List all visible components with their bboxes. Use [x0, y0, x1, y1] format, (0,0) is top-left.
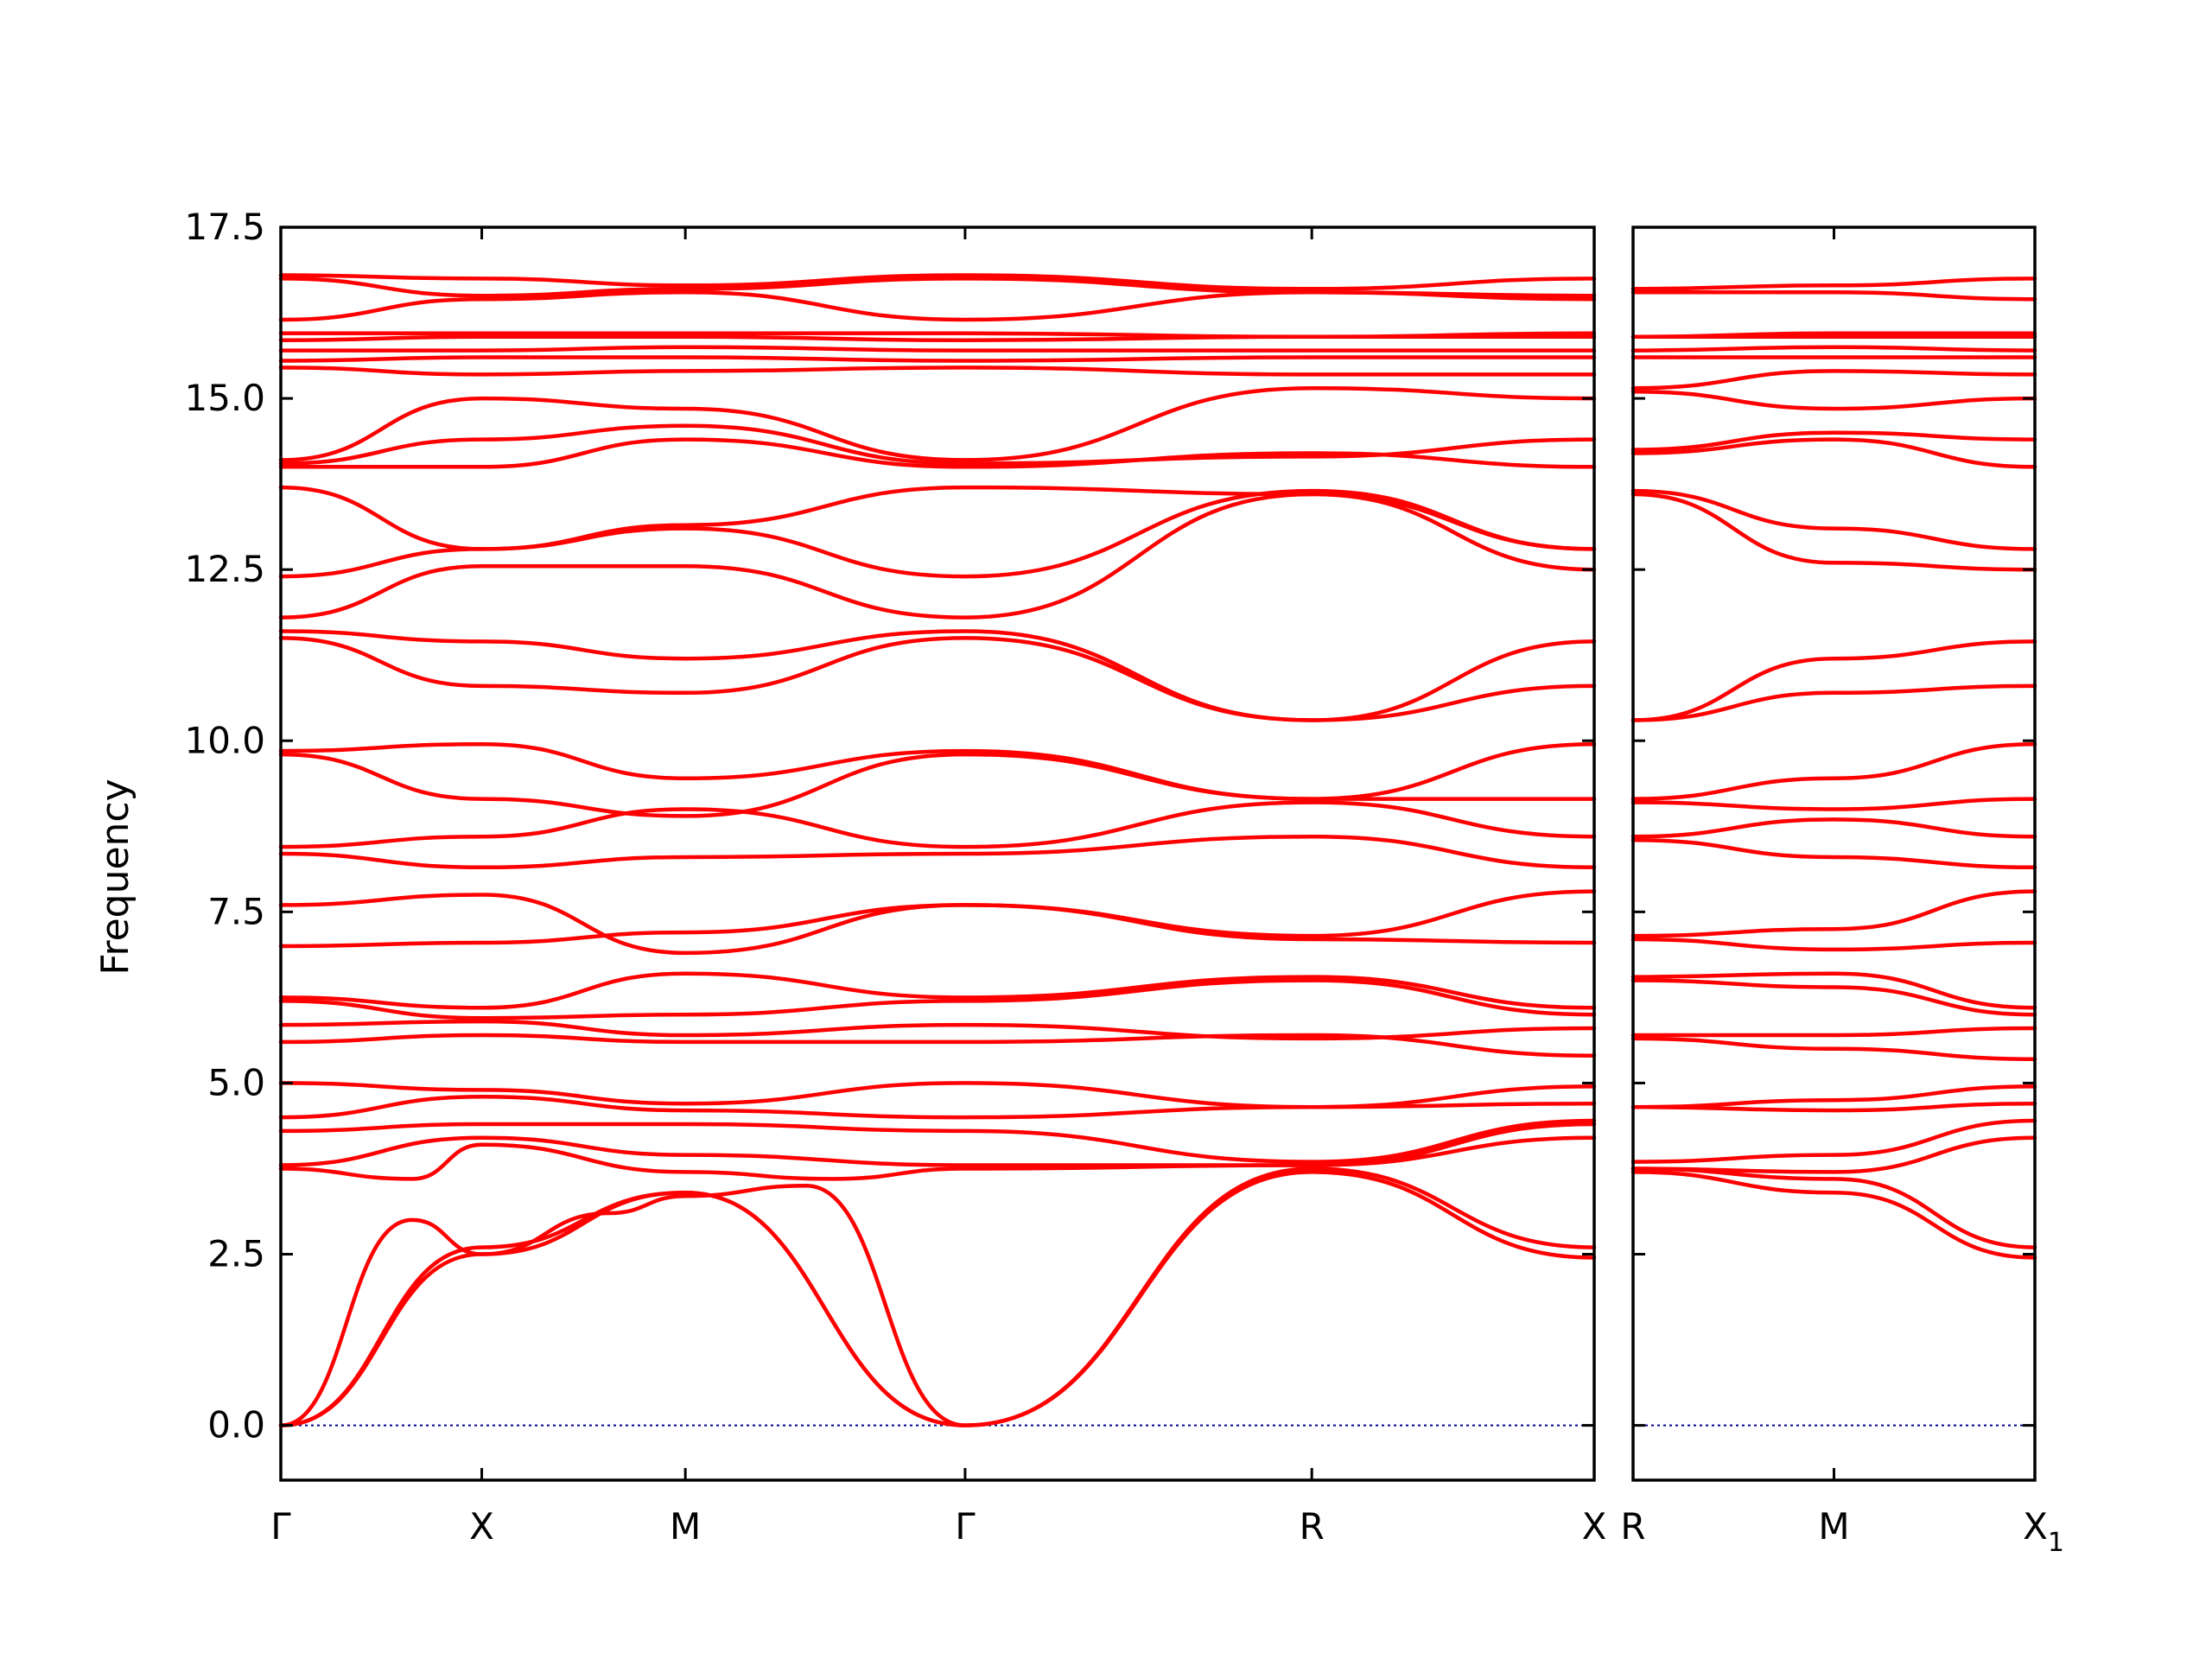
band-1-17: [278, 752, 1597, 818]
y-tick-label: 5.0: [207, 1061, 265, 1103]
band-1-26: [278, 385, 1597, 462]
band-2-30: [1630, 276, 2037, 291]
y-tick-label: 7.5: [207, 890, 265, 932]
band-2-13: [1630, 837, 2037, 870]
band-2-14: [1630, 817, 2037, 839]
band-1-21: [278, 492, 1597, 620]
y-tick-label: 17.5: [184, 206, 265, 248]
band-2-16: [1630, 741, 2037, 801]
band-2-7: [1630, 1036, 2037, 1061]
band-2-1: [1630, 1170, 2037, 1260]
band-2-20: [1630, 488, 2037, 551]
band-1-7: [278, 1095, 1597, 1120]
band-2-11: [1630, 937, 2037, 952]
band-1-12: [278, 971, 1597, 1010]
band-2-23: [1630, 389, 2037, 411]
band-1-2: [278, 1170, 1597, 1427]
panel-1: 0.0 2.5 5.0 7.5 10.0 12.5 15.0 17.5 Γ X M Γ R X: [184, 206, 1606, 1548]
plot-panels: 0.02.55.07.510.012.515.017.5Γ X M Γ R X R M X1: [184, 206, 2063, 1558]
band-1-13: [278, 903, 1597, 949]
band-1-10: [278, 1019, 1597, 1041]
band-1-31: [278, 331, 1597, 340]
band-1-34: [278, 273, 1597, 291]
band-1-14: [278, 889, 1597, 956]
band-2-17: [1630, 683, 2037, 722]
band-2-10: [1630, 971, 2037, 1010]
band-2-3: [1630, 1135, 2037, 1174]
x-tick-label: R: [1300, 1505, 1325, 1548]
band-1-25: [278, 423, 1597, 466]
band-2-9: [1630, 978, 2037, 1017]
y-tick-label: 15.0: [184, 377, 265, 419]
band-2-26: [1630, 345, 2037, 353]
band-2-5: [1630, 1101, 2037, 1113]
band-1-8: [278, 1081, 1597, 1109]
band-2-28: [1630, 331, 2037, 340]
band-1-15: [278, 834, 1597, 870]
x-tick-label: M: [670, 1505, 701, 1548]
band-2-6: [1630, 1084, 2037, 1109]
band-2-29: [1630, 290, 2037, 302]
band-1-27: [278, 365, 1597, 377]
band-2-2: [1630, 1166, 2037, 1249]
band-2-8: [1630, 1026, 2037, 1038]
panel-frame: [1631, 226, 2037, 1482]
band-2-12: [1630, 889, 2037, 938]
y-tick-label: 0.0: [207, 1404, 265, 1446]
band-2-22: [1630, 430, 2037, 452]
band-1-33: [278, 276, 1597, 298]
band-1-3: [278, 1166, 1597, 1427]
band-1-18: [278, 741, 1597, 801]
band-2-18: [1630, 639, 2037, 722]
y-axis-label: Frequency: [93, 779, 137, 975]
x-tick-label: R: [1620, 1505, 1645, 1548]
y-tick-label: 10.0: [184, 719, 265, 761]
panel-2: R M X1: [1620, 226, 2064, 1558]
band-1-23: [278, 485, 1597, 551]
panel-frame: [279, 226, 1596, 1482]
band-1-19: [278, 636, 1597, 722]
band-2-21: [1630, 437, 2037, 469]
band-1-6: [278, 1118, 1597, 1164]
x-tick-label: Γ: [270, 1505, 291, 1548]
band-1-11: [278, 978, 1597, 1020]
band-2-24: [1630, 369, 2037, 391]
band-2-15: [1630, 797, 2037, 811]
band-1-1: [278, 1184, 968, 1427]
x-tick-label: M: [1818, 1505, 1849, 1548]
x-tick-label: X1: [2023, 1505, 2064, 1558]
x-tick-label: X: [1582, 1505, 1607, 1548]
band-1-16: [278, 800, 1597, 849]
y-tick-label: 12.5: [184, 548, 265, 590]
x-tick-label: Γ: [955, 1505, 976, 1548]
y-tick-label: 2.5: [207, 1233, 265, 1275]
band-2-4: [1630, 1118, 2037, 1164]
x-tick-label: X: [469, 1505, 494, 1548]
band-1-20: [278, 629, 1597, 722]
band-1-28: [278, 355, 1597, 363]
band-1-5: [278, 1122, 1597, 1167]
band-1-29: [278, 345, 1597, 353]
band-2-19: [1630, 492, 2037, 572]
